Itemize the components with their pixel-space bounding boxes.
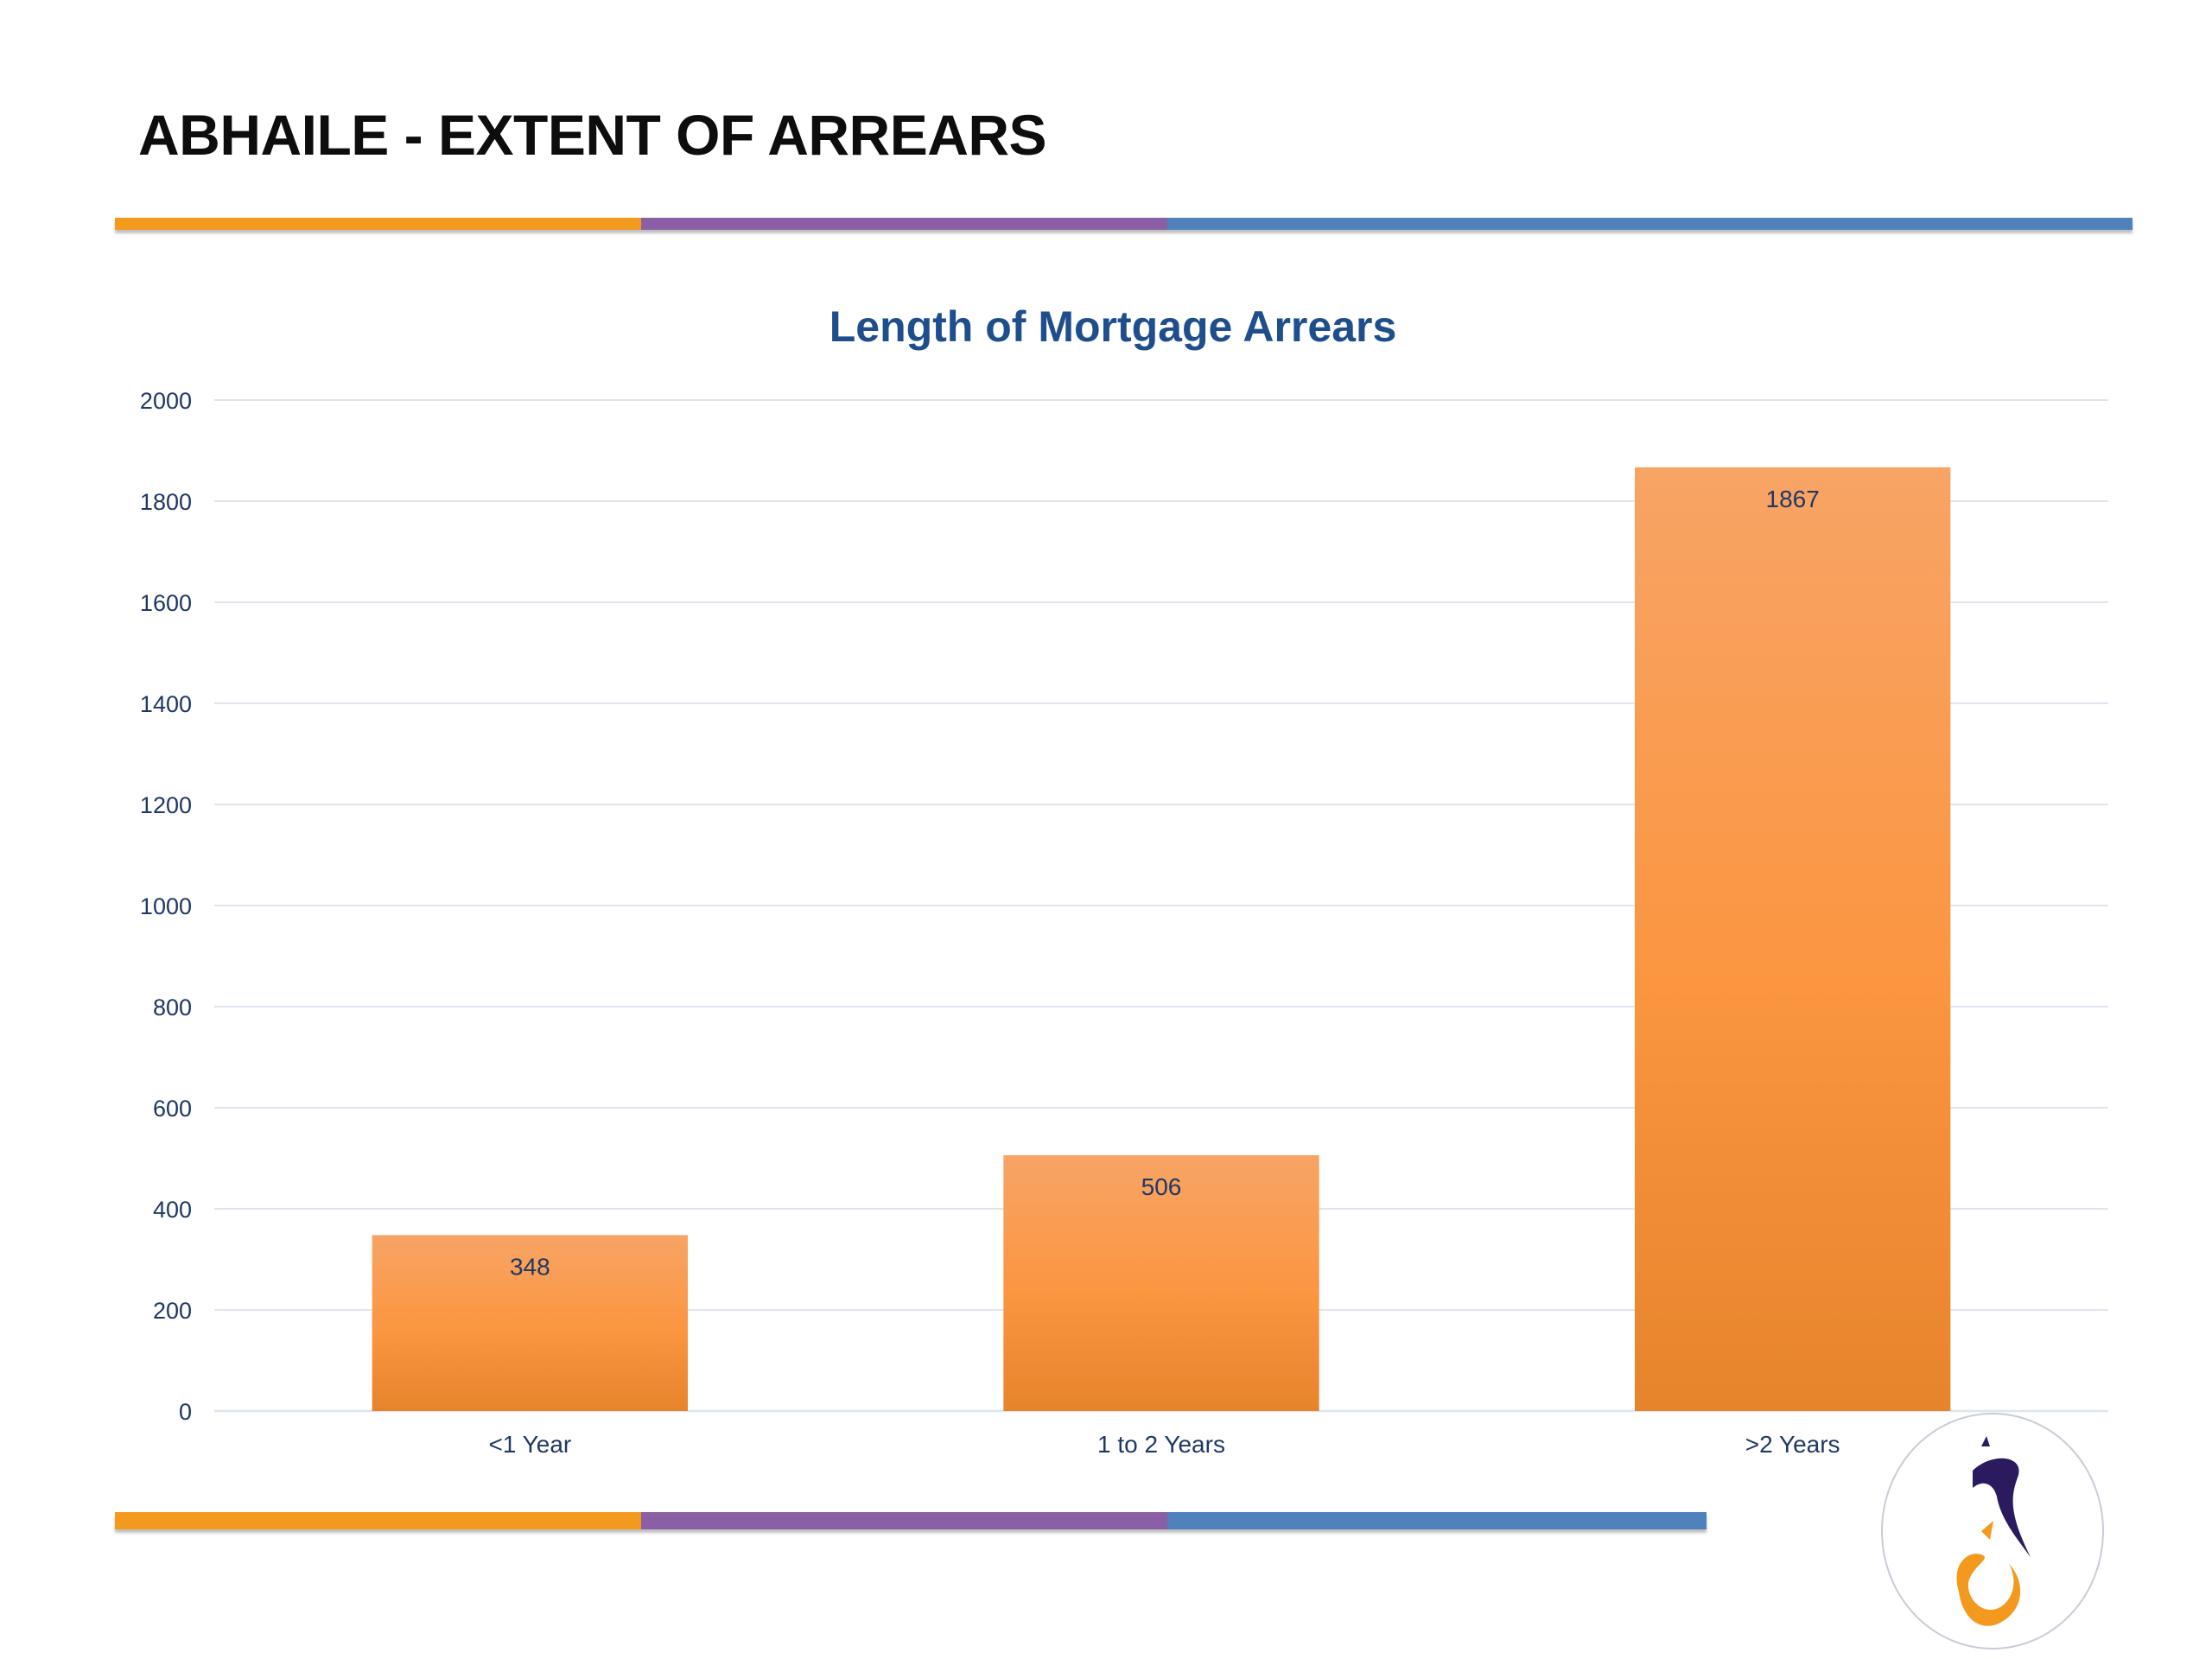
y-tick-label: 0 [179, 1399, 192, 1425]
y-axis-ticks: 0 200 400 600 800 1000 1200 1400 1600 1800 2000 [140, 388, 192, 1425]
data-labels: 348 506 1867 [510, 486, 1820, 1281]
bar [1635, 467, 1951, 1412]
bar [1003, 1154, 1319, 1411]
footer-blue-segment [1167, 1512, 1707, 1529]
footer-divider-bar [115, 1512, 1707, 1529]
slide-title: ABHAILE - EXTENT OF ARREARS [138, 103, 1047, 167]
divider-purple-segment [641, 218, 1167, 230]
y-tick-label: 800 [153, 995, 192, 1020]
footer-orange-segment [115, 1512, 641, 1529]
bar-value-label: 1867 [1766, 486, 1820, 512]
bar-chart: Length of Mortgage Arrears 0 200 400 600 800… [140, 302, 2108, 1458]
title-divider-bar [115, 218, 2133, 230]
y-tick-label: 2000 [140, 388, 192, 414]
bars [372, 467, 1951, 1412]
y-tick-label: 400 [153, 1197, 192, 1223]
y-tick-label: 1200 [140, 792, 192, 818]
bar-value-label: 348 [510, 1253, 550, 1280]
y-tick-label: 1000 [140, 893, 192, 919]
y-tick-label: 1400 [140, 691, 192, 717]
bar [372, 1235, 688, 1411]
footer-purple-segment [641, 1512, 1167, 1529]
swan-figure-logo-icon [1881, 1413, 2104, 1649]
bar-value-label: 506 [1141, 1173, 1182, 1200]
y-tick-label: 200 [153, 1298, 192, 1324]
chart-title: Length of Mortgage Arrears [830, 302, 1397, 351]
x-category-label: 1 to 2 Years [1097, 1431, 1225, 1458]
x-category-label: >2 Years [1745, 1431, 1840, 1458]
y-tick-label: 600 [153, 1096, 192, 1122]
x-category-label: <1 Year [488, 1431, 571, 1458]
divider-blue-segment [1167, 218, 2133, 230]
divider-orange-segment [115, 218, 641, 230]
y-tick-label: 1800 [140, 489, 192, 515]
y-tick-label: 1600 [140, 590, 192, 616]
x-axis-categories: <1 Year 1 to 2 Years >2 Years [488, 1431, 1840, 1458]
